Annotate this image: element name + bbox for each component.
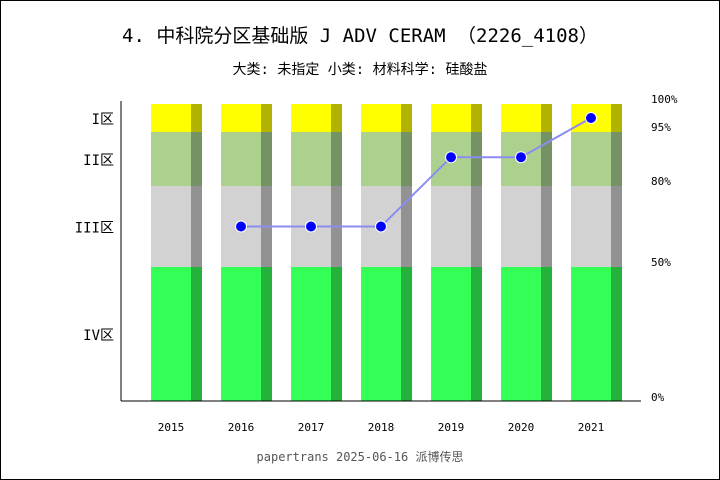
- zone-label: IV区: [83, 328, 114, 344]
- x-tick-label: 2020: [508, 421, 535, 434]
- bar-shade-2018-zone-0: [401, 267, 412, 401]
- bar-shade-2017-zone-2: [331, 132, 342, 186]
- footer-watermark: papertrans 2025-06-16 派博传思: [256, 450, 464, 464]
- bar-shade-2021-zone-3: [611, 104, 622, 132]
- data-point: [235, 220, 247, 233]
- bar-shade-2016-zone-3: [261, 104, 272, 132]
- data-point: [515, 151, 527, 164]
- bar-segment-2015-zone-2: [151, 132, 191, 186]
- bar-shade-2015-zone-1: [191, 186, 202, 267]
- x-tick-label: 2021: [578, 421, 605, 434]
- bar-shade-2019-zone-2: [471, 132, 482, 186]
- bar-shade-2021-zone-0: [611, 267, 622, 401]
- x-tick-label: 2015: [158, 421, 185, 434]
- bar-segment-2020-zone-3: [501, 104, 541, 132]
- bar-shade-2017-zone-3: [331, 104, 342, 132]
- bar-segment-2021-zone-2: [571, 132, 611, 186]
- data-point: [375, 220, 387, 233]
- chart-title: 4. 中科院分区基础版 J ADV CERAM （2226_4108）: [122, 25, 598, 47]
- bar-segment-2015-zone-3: [151, 104, 191, 132]
- x-tick-label: 2017: [298, 421, 325, 434]
- bar-shade-2021-zone-1: [611, 186, 622, 267]
- right-tick-label: 0%: [651, 391, 665, 404]
- bar-segment-2017-zone-3: [291, 104, 331, 132]
- zone-label: II区: [83, 153, 114, 169]
- zone-label: III区: [75, 221, 114, 237]
- chart-subtitle: 大类: 未指定 小类: 材料科学: 硅酸盐: [232, 62, 488, 78]
- bar-segment-2018-zone-3: [361, 104, 401, 132]
- bar-segment-2017-zone-2: [291, 132, 331, 186]
- data-point: [305, 220, 317, 233]
- bar-segment-2016-zone-2: [221, 132, 261, 186]
- bar-segment-2016-zone-0: [221, 267, 261, 401]
- zone-label: I区: [92, 112, 114, 128]
- bar-shade-2017-zone-0: [331, 267, 342, 401]
- bar-segment-2015-zone-0: [151, 267, 191, 401]
- bar-shade-2020-zone-0: [541, 267, 552, 401]
- right-tick-label: 80%: [651, 175, 671, 188]
- bar-shade-2016-zone-2: [261, 132, 272, 186]
- bar-segment-2018-zone-0: [361, 267, 401, 401]
- series-line: [241, 117, 592, 228]
- bar-shade-2020-zone-3: [541, 104, 552, 132]
- data-point: [445, 151, 457, 164]
- bar-segment-2019-zone-3: [431, 104, 471, 132]
- bar-segment-2016-zone-3: [221, 104, 261, 132]
- x-tick-label: 2019: [438, 421, 465, 434]
- bar-segment-2019-zone-0: [431, 267, 471, 401]
- bar-shade-2020-zone-1: [541, 186, 552, 267]
- right-tick-label: 100%: [651, 93, 678, 106]
- bar-shade-2021-zone-2: [611, 132, 622, 186]
- bar-segment-2020-zone-1: [501, 186, 541, 267]
- bar-shade-2015-zone-3: [191, 104, 202, 132]
- x-tick-label: 2016: [228, 421, 255, 434]
- bar-shade-2020-zone-2: [541, 132, 552, 186]
- bar-segment-2021-zone-1: [571, 186, 611, 267]
- right-tick-label: 50%: [651, 256, 671, 269]
- right-tick-label: 95%: [651, 121, 671, 134]
- bar-shade-2018-zone-3: [401, 104, 412, 132]
- bar-shade-2016-zone-0: [261, 267, 272, 401]
- bar-segment-2021-zone-0: [571, 267, 611, 401]
- bar-segment-2020-zone-0: [501, 267, 541, 401]
- bar-segment-2017-zone-0: [291, 267, 331, 401]
- x-tick-label: 2018: [368, 421, 395, 434]
- bar-shade-2018-zone-2: [401, 132, 412, 186]
- bar-shade-2015-zone-2: [191, 132, 202, 186]
- bar-shade-2019-zone-0: [471, 267, 482, 401]
- bar-segment-2018-zone-2: [361, 132, 401, 186]
- bar-segment-2019-zone-1: [431, 186, 471, 267]
- bar-segment-2015-zone-1: [151, 186, 191, 267]
- bar-shade-2018-zone-1: [401, 186, 412, 267]
- bar-shade-2015-zone-0: [191, 267, 202, 401]
- data-point: [585, 112, 597, 124]
- bar-shade-2019-zone-1: [471, 186, 482, 267]
- bar-shade-2019-zone-3: [471, 104, 482, 132]
